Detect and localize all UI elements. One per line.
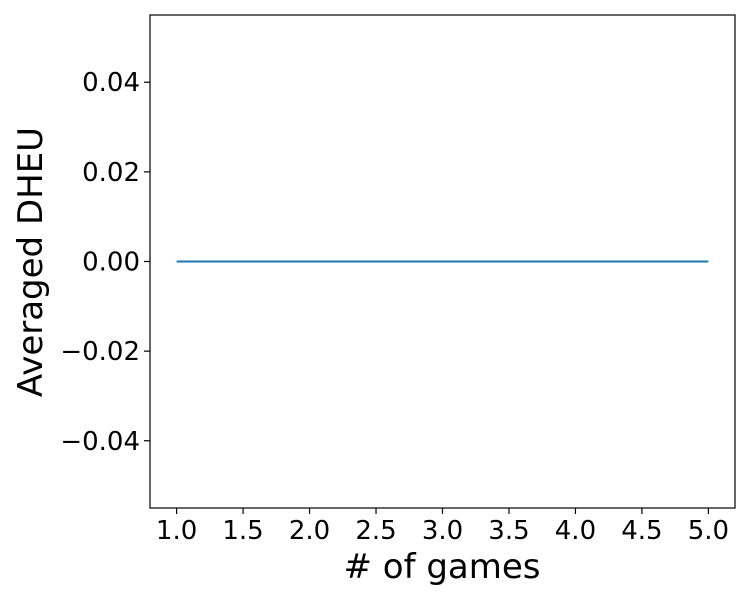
y-axis-title: Averaged DHEU bbox=[11, 127, 51, 397]
y-tick-label: −0.02 bbox=[60, 337, 140, 367]
y-tick-label: 0.04 bbox=[82, 68, 140, 98]
x-tick-label: 4.0 bbox=[555, 516, 596, 546]
x-tick-label: 1.5 bbox=[222, 516, 263, 546]
x-tick-label: 3.5 bbox=[488, 516, 529, 546]
y-tick-label: 0.02 bbox=[82, 158, 140, 188]
x-tick-label: 2.0 bbox=[289, 516, 330, 546]
x-tick-label: 3.0 bbox=[422, 516, 463, 546]
y-tick-label: 0.00 bbox=[82, 248, 140, 278]
y-axis: 0.04 0.02 0.00 −0.02 −0.04 bbox=[60, 68, 150, 457]
x-axis: 1.0 1.5 2.0 2.5 3.0 3.5 4.0 4.5 5.0 bbox=[156, 508, 729, 546]
x-tick-label: 1.0 bbox=[156, 516, 197, 546]
x-tick-label: 2.5 bbox=[355, 516, 396, 546]
x-axis-title: # of games bbox=[343, 547, 540, 587]
x-tick-label: 4.5 bbox=[621, 516, 662, 546]
x-tick-label: 5.0 bbox=[688, 516, 729, 546]
y-tick-label: −0.04 bbox=[60, 427, 140, 457]
